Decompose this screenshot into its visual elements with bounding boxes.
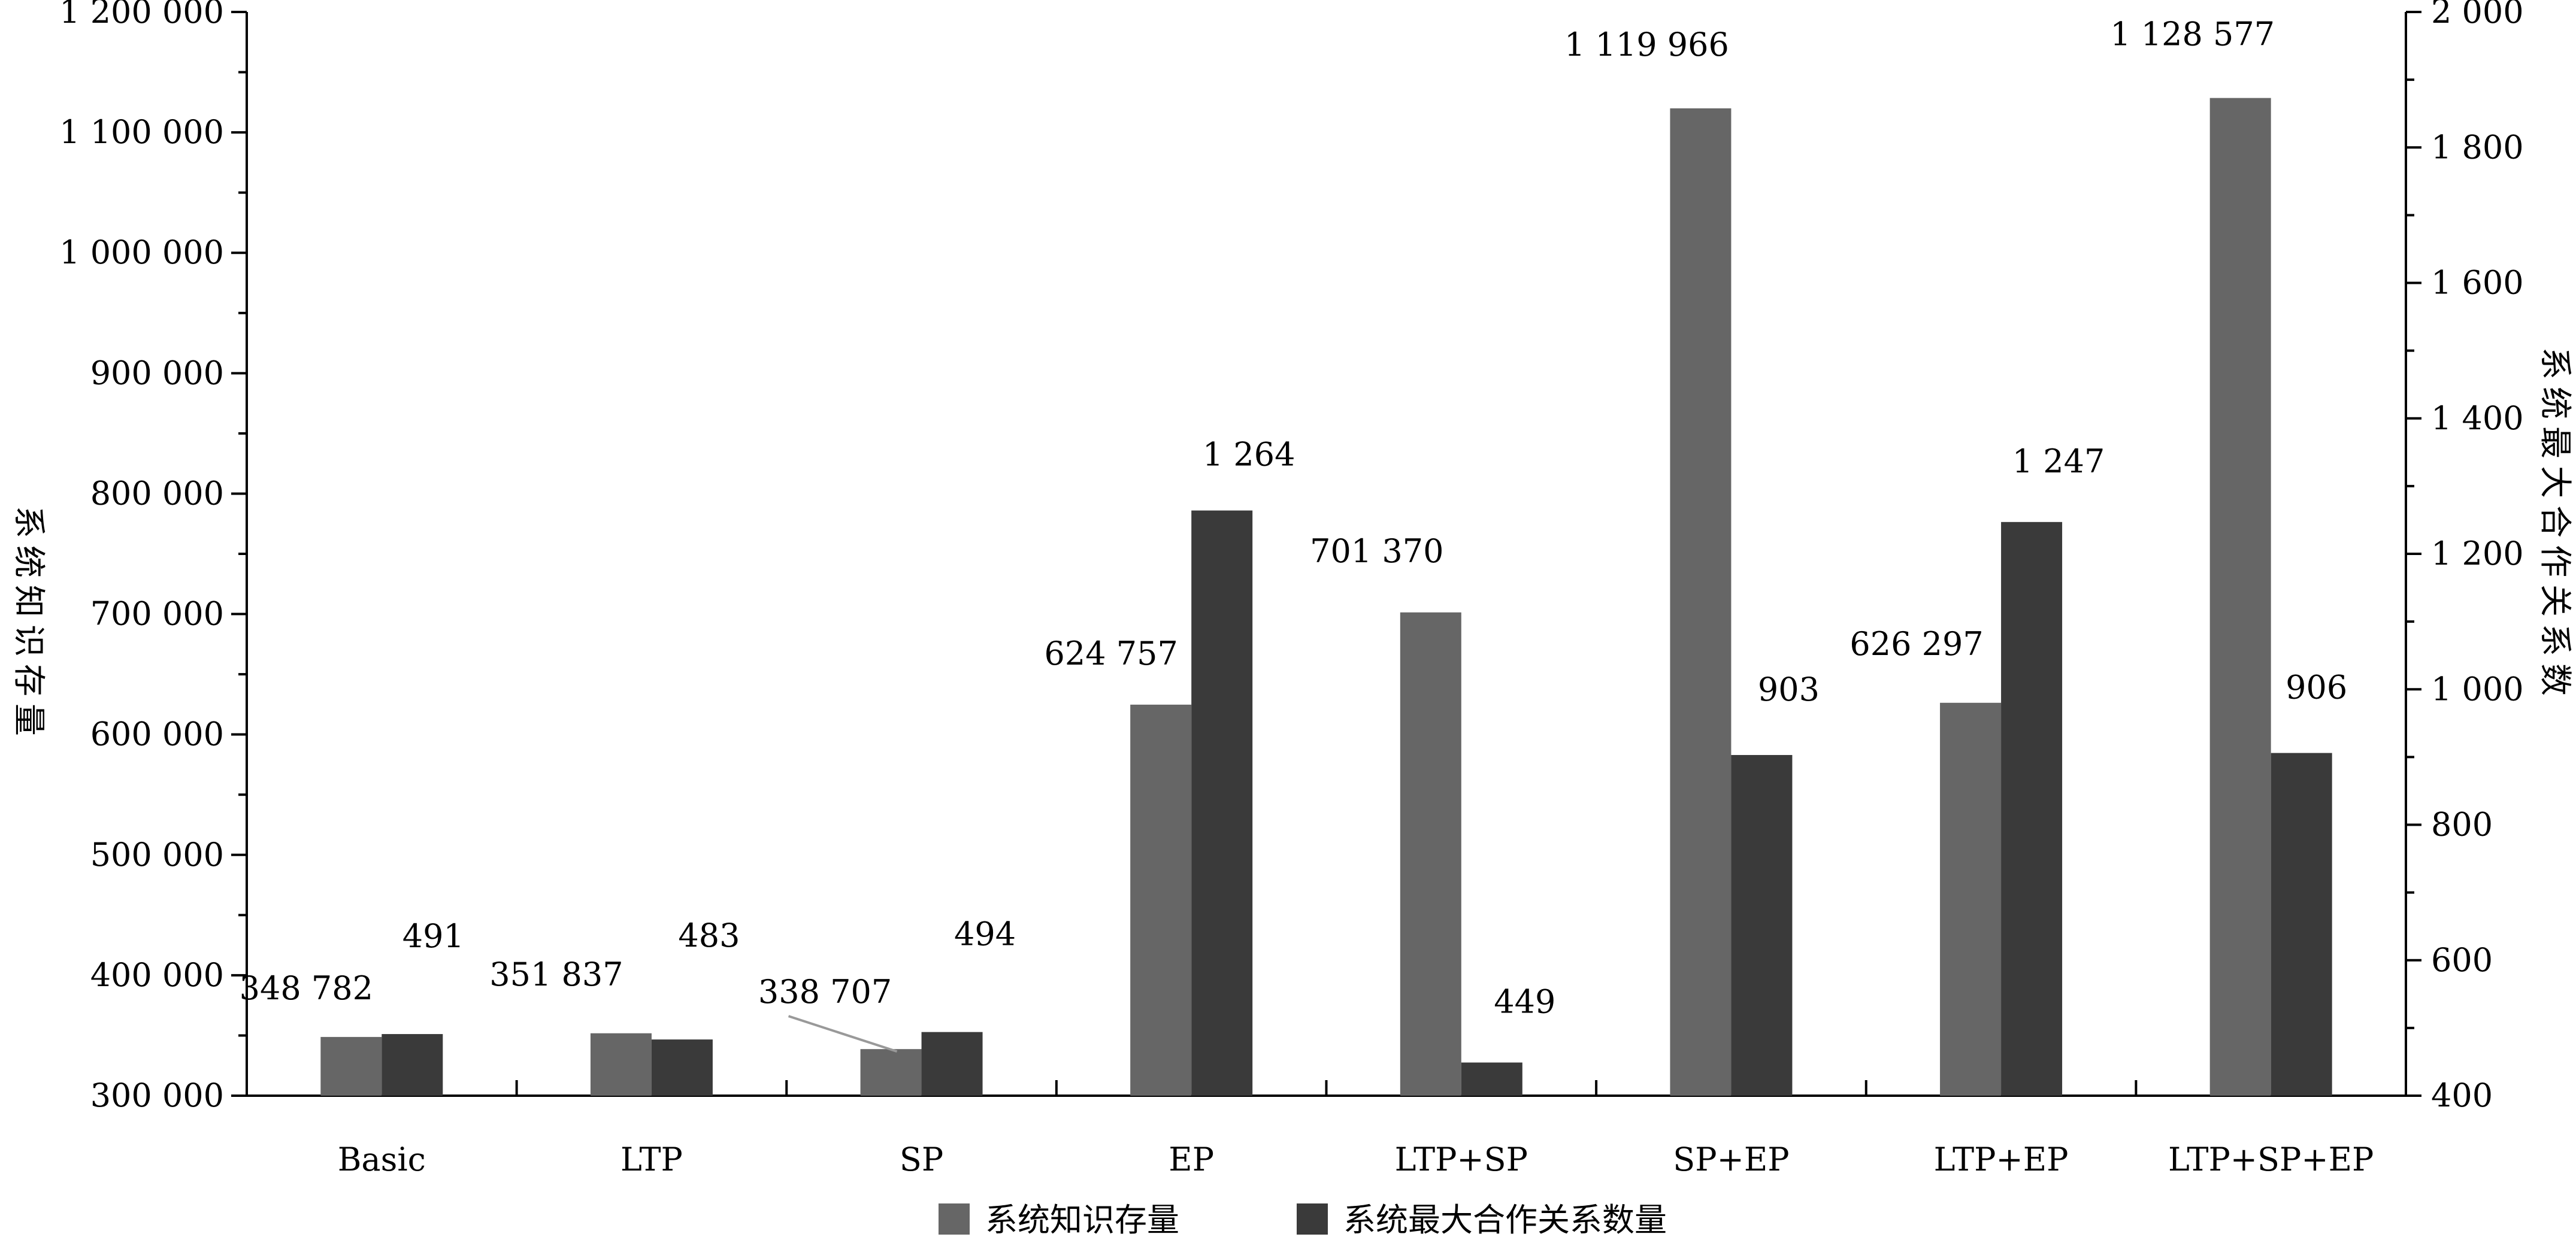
data-label-cooperation: 903 bbox=[1758, 671, 1820, 708]
bar-cooperation bbox=[1461, 1062, 1522, 1096]
right-tick-label: 800 bbox=[2431, 806, 2493, 844]
bar-knowledge bbox=[2209, 98, 2271, 1096]
right-tick-label: 1 200 bbox=[2431, 535, 2524, 572]
bar-cooperation bbox=[2001, 522, 2063, 1096]
right-tick-label: 1 600 bbox=[2431, 264, 2524, 302]
data-label-knowledge: 348 782 bbox=[240, 969, 373, 1007]
left-tick-label: 300 000 bbox=[90, 1077, 224, 1114]
bar-knowledge bbox=[1940, 702, 2002, 1096]
bar-knowledge bbox=[1670, 108, 1732, 1096]
bars bbox=[320, 98, 2332, 1096]
category-label: EP bbox=[1169, 1141, 1214, 1178]
bar-cooperation bbox=[651, 1039, 713, 1096]
data-label-cooperation: 1 247 bbox=[2012, 442, 2105, 480]
data-label-knowledge: 1 119 966 bbox=[1564, 26, 1729, 63]
right-axis-title: 系统最大合作关系数 bbox=[2536, 347, 2574, 703]
bar-knowledge bbox=[590, 1033, 652, 1096]
category-label: LTP+SP bbox=[1395, 1141, 1528, 1178]
category-label: LTP+EP bbox=[1934, 1141, 2069, 1178]
data-label-cooperation: 483 bbox=[678, 917, 740, 954]
leader-line-sp bbox=[788, 1015, 898, 1053]
bar-knowledge bbox=[860, 1049, 922, 1096]
data-label-knowledge: 351 837 bbox=[489, 956, 623, 993]
axes: 300 000 400 000 500 000 600 000 700 000 800 0… bbox=[59, 0, 2523, 1178]
bar-cooperation bbox=[2271, 753, 2332, 1096]
right-tick-label: 400 bbox=[2431, 1077, 2493, 1114]
category-label: SP bbox=[900, 1141, 943, 1178]
data-label-knowledge: 626 297 bbox=[1849, 625, 1983, 663]
right-tick-label: 1 400 bbox=[2431, 399, 2524, 437]
left-tick-label: 600 000 bbox=[90, 715, 224, 753]
legend-swatch-cooperation bbox=[1297, 1203, 1328, 1235]
left-tick-label: 1 200 000 bbox=[59, 0, 224, 31]
bar-knowledge bbox=[320, 1036, 382, 1096]
left-tick-label: 1 100 000 bbox=[59, 113, 224, 151]
legend-swatch-knowledge bbox=[939, 1203, 970, 1235]
legend: 系统知识存量 系统最大合作关系数量 bbox=[939, 1201, 1667, 1237]
data-label-knowledge: 701 370 bbox=[1310, 532, 1443, 570]
right-tick-label: 2 000 bbox=[2431, 0, 2524, 31]
data-label-cooperation: 906 bbox=[2286, 669, 2347, 707]
left-axis-title: 系统知识存量 bbox=[10, 506, 48, 743]
left-tick-label: 1 000 000 bbox=[59, 234, 224, 271]
data-label-cooperation: 491 bbox=[402, 917, 464, 955]
left-tick-label: 400 000 bbox=[90, 956, 224, 994]
bar-knowledge bbox=[1400, 612, 1461, 1096]
bar-cooperation bbox=[382, 1034, 443, 1096]
category-label: LTP bbox=[620, 1141, 683, 1178]
data-label-cooperation: 1 264 bbox=[1203, 436, 1295, 474]
right-tick-label: 600 bbox=[2431, 941, 2493, 979]
left-tick-label: 800 000 bbox=[90, 474, 224, 512]
left-tick-label: 900 000 bbox=[90, 354, 224, 392]
data-label-knowledge: 338 707 bbox=[758, 973, 892, 1011]
legend-label-cooperation: 系统最大合作关系数量 bbox=[1343, 1201, 1667, 1237]
bar-knowledge bbox=[1130, 704, 1192, 1096]
bar-cooperation bbox=[1191, 510, 1253, 1096]
category-label: LTP+SP+EP bbox=[2168, 1141, 2374, 1178]
right-tick-label: 1 800 bbox=[2431, 128, 2524, 166]
right-tick-label: 1 000 bbox=[2431, 670, 2524, 708]
data-label-cooperation: 494 bbox=[954, 915, 1016, 953]
data-label-cooperation: 449 bbox=[1494, 983, 1555, 1021]
bar-cooperation bbox=[1731, 754, 1793, 1096]
bar-cooperation bbox=[921, 1032, 983, 1096]
data-labels: 348 782 491 351 837 483 338 707 494 624 757 1 2… bbox=[240, 16, 2347, 1053]
category-label: SP+EP bbox=[1673, 1141, 1789, 1178]
data-label-knowledge: 1 128 577 bbox=[2110, 16, 2275, 53]
left-tick-label: 700 000 bbox=[90, 595, 224, 633]
data-label-knowledge: 624 757 bbox=[1045, 635, 1178, 672]
left-tick-label: 500 000 bbox=[90, 836, 224, 874]
legend-label-knowledge: 系统知识存量 bbox=[985, 1201, 1179, 1237]
category-label: Basic bbox=[338, 1141, 426, 1178]
